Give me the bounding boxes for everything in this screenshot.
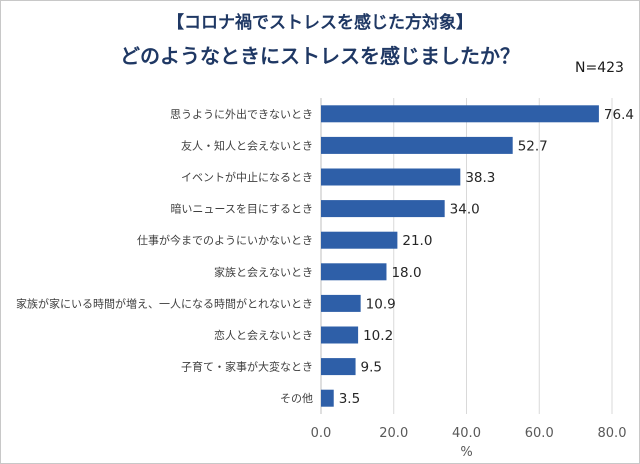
bar [321, 168, 461, 186]
x-axis-label: % [460, 445, 472, 460]
x-tick-label: 20.0 [379, 426, 408, 441]
bar [321, 263, 387, 281]
value-label: 18.0 [391, 265, 421, 281]
bar [321, 105, 599, 123]
category-label: 思うように外出できないとき [170, 107, 313, 121]
x-tick-label: 40.0 [452, 426, 481, 441]
category-label: 暗いニュースを目にするとき [170, 202, 313, 216]
value-label: 10.2 [363, 328, 393, 344]
category-label: 友人・知人と会えないとき [181, 138, 313, 152]
x-tick-label: 0.0 [311, 426, 332, 441]
value-label: 34.0 [450, 202, 480, 218]
bar [321, 136, 513, 154]
value-label: 21.0 [402, 233, 432, 249]
value-label: 3.5 [339, 391, 360, 407]
sample-size-label: N=423 [575, 60, 624, 76]
x-tick-label: 80.0 [598, 426, 627, 441]
category-label: イベントが中止になるとき [181, 170, 313, 184]
category-label: 子育て・家事が大変なとき [181, 360, 313, 374]
value-label: 9.5 [361, 360, 382, 376]
category-label: 家族が家にいる時間が増え、一人になる時間がとれないとき [16, 296, 313, 310]
value-label: 76.4 [604, 107, 634, 123]
value-label: 10.9 [366, 296, 396, 312]
chart-title: 【コロナ禍でストレスを感じた方対象】 [167, 13, 473, 33]
bar [321, 326, 359, 344]
bar [321, 231, 398, 249]
category-label: その他 [280, 392, 313, 405]
bar [321, 389, 334, 407]
category-label: 仕事が今までのようにいかないとき [137, 233, 313, 247]
value-label: 38.3 [465, 170, 495, 186]
x-tick-label: 60.0 [525, 426, 554, 441]
value-label: 52.7 [518, 138, 548, 154]
category-label: 家族と会えないとき [214, 265, 313, 279]
category-label: 恋人と会えないとき [214, 328, 313, 342]
chart-subtitle: どのようなときにストレスを感じましたか？ [120, 44, 520, 68]
bar [321, 358, 356, 376]
bar [321, 294, 361, 312]
bar [321, 200, 445, 218]
